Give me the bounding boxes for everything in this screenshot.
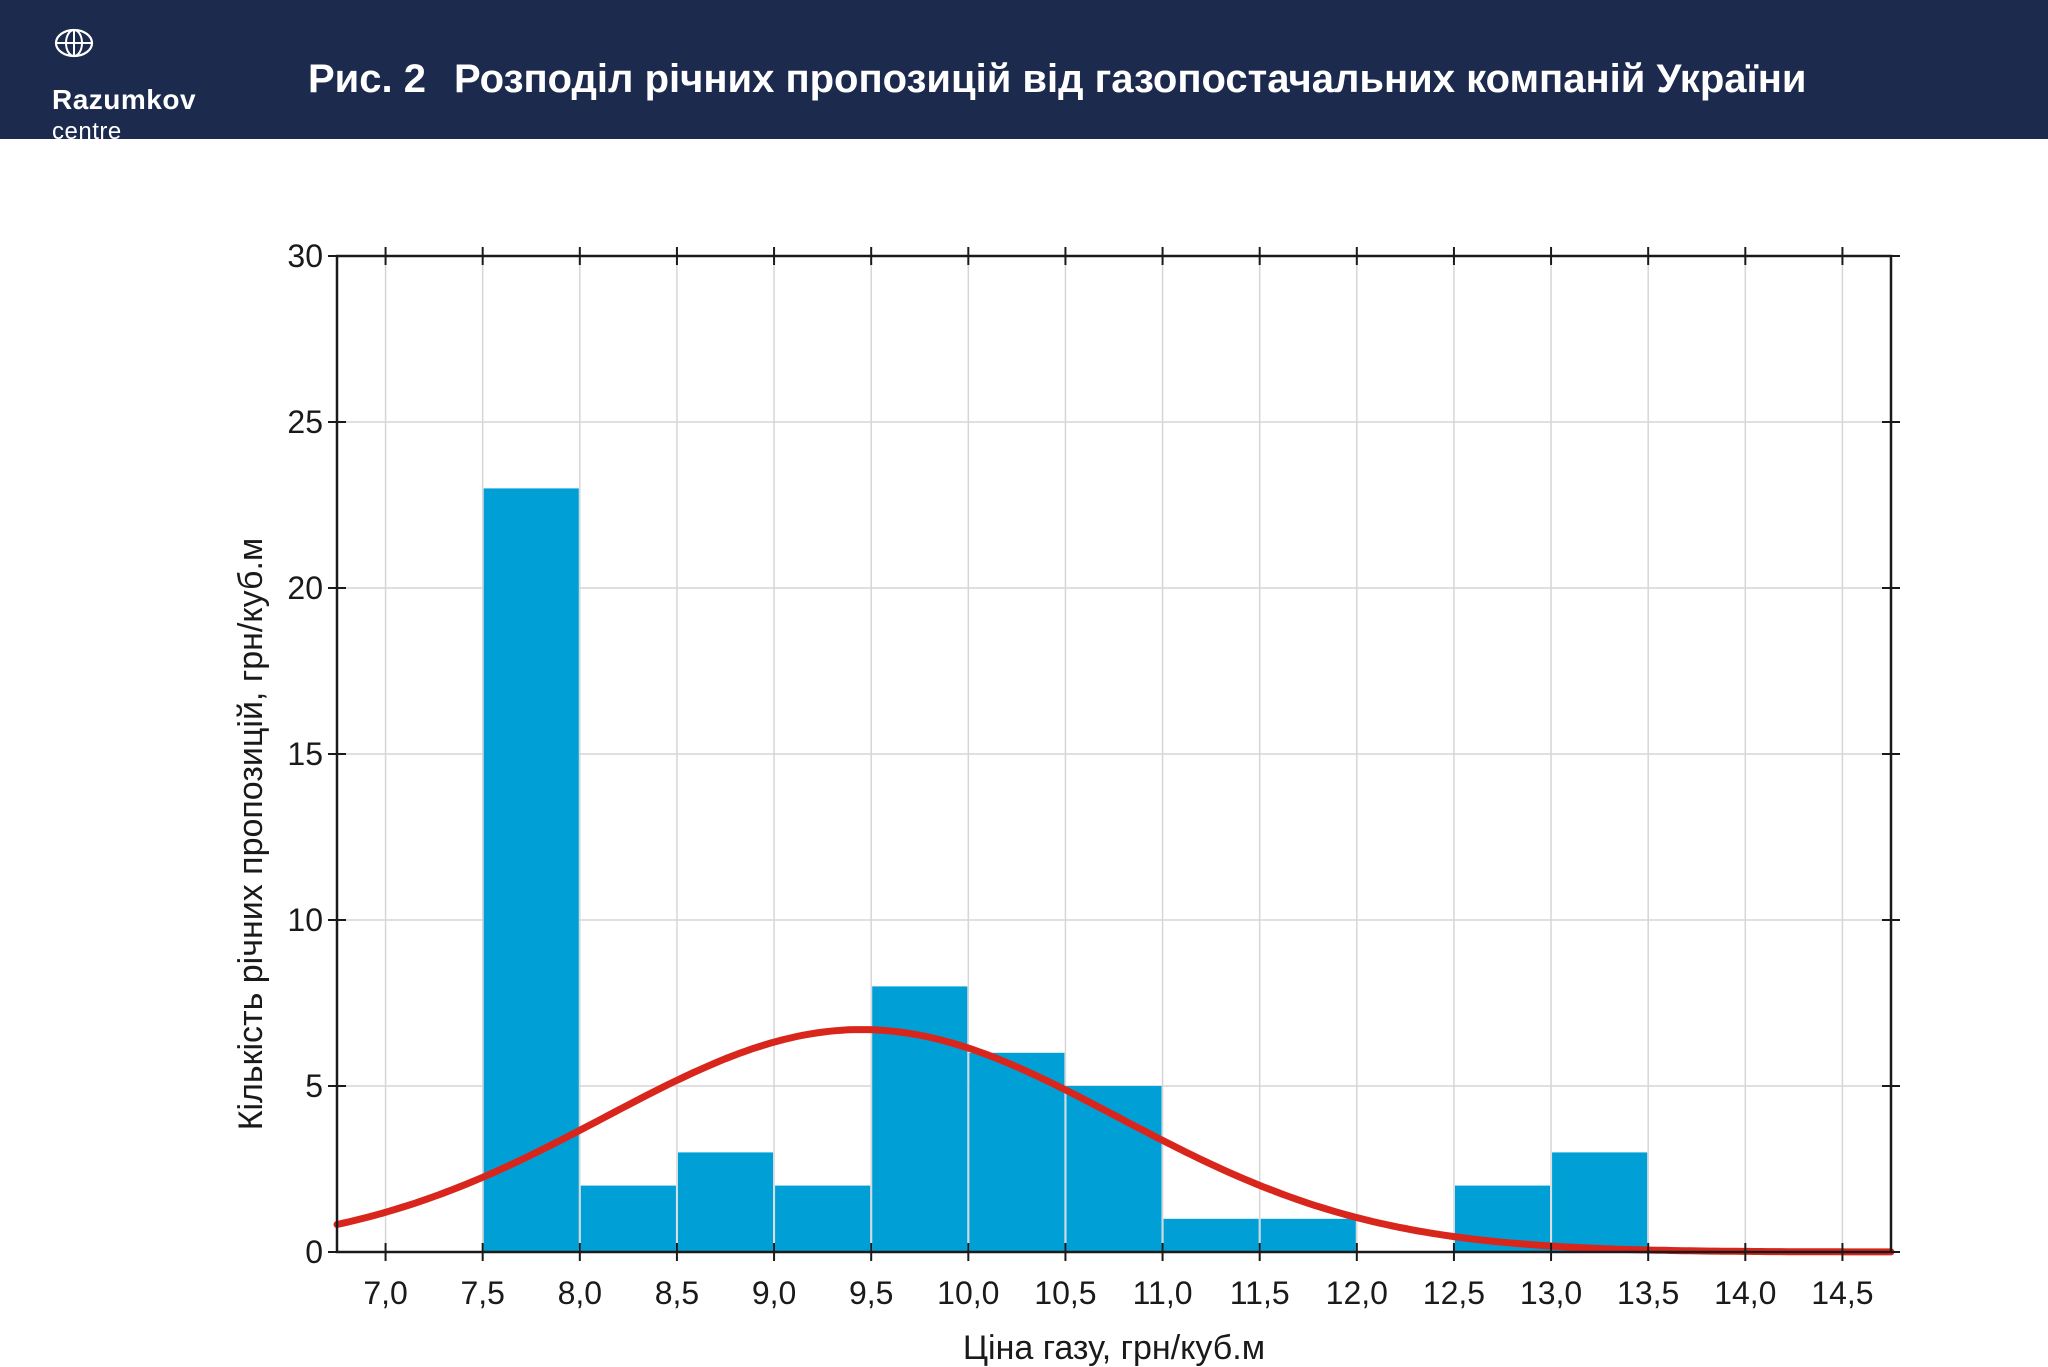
logo-name: Razumkov: [52, 84, 197, 115]
figure-title-text: Розподіл річних пропозицій від газопоста…: [454, 57, 1807, 101]
x-tick-label: 13,5: [1617, 1275, 1679, 1311]
histogram-bar: [580, 1185, 676, 1252]
x-tick-label: 9,5: [849, 1275, 893, 1311]
figure-title: Рис. 2 Розподіл річних пропозицій від газ…: [308, 57, 1807, 102]
logo-subtitle: centre: [52, 118, 122, 145]
x-tick-label: 10,5: [1034, 1275, 1096, 1311]
x-tick-label: 8,0: [558, 1275, 602, 1311]
x-tick-label: 12,0: [1326, 1275, 1388, 1311]
globe-icon: [54, 28, 94, 58]
x-tick-label: 7,0: [363, 1275, 407, 1311]
y-tick-label: 5: [305, 1068, 323, 1104]
logo[interactable]: Razumkov centre: [50, 22, 250, 145]
x-axis-title: Ціна газу, грн/куб.м: [963, 1329, 1265, 1367]
histogram-bar: [775, 1185, 871, 1252]
x-tick-label: 13,0: [1520, 1275, 1582, 1311]
y-tick-label: 10: [287, 902, 323, 938]
histogram-bar: [1552, 1152, 1648, 1252]
y-tick-label: 15: [287, 736, 323, 772]
histogram-bar: [969, 1052, 1065, 1252]
histogram-bar: [1260, 1218, 1356, 1252]
y-tick-label: 0: [305, 1234, 323, 1270]
y-tick-label: 20: [287, 570, 323, 606]
histogram-bar: [483, 488, 579, 1252]
figure-number: Рис. 2: [308, 57, 426, 101]
histogram-bar: [677, 1152, 774, 1252]
x-tick-label: 7,5: [460, 1275, 504, 1311]
histogram-bar: [872, 986, 968, 1252]
histogram-chart: 0 5 10 15 20 25 30 7,0 7,5 8,0 8,5 9,0 9,5 10,0 10,5 11…: [232, 238, 1900, 1367]
header-banner: Razumkov centre Рис. 2 Розподіл річних пр…: [0, 0, 2048, 145]
y-tick-label: 30: [287, 238, 323, 274]
histogram-bar: [1066, 1086, 1162, 1252]
x-tick-label: 14,5: [1811, 1275, 1873, 1311]
x-tick-label: 12,5: [1423, 1275, 1485, 1311]
x-tick-label: 11,0: [1133, 1275, 1193, 1311]
normal-fit-curve: [333, 1026, 1895, 1256]
x-tick-label: 11,5: [1230, 1275, 1290, 1311]
x-tick-label: 14,0: [1714, 1275, 1776, 1311]
x-tick-label: 8,5: [655, 1275, 699, 1311]
y-axis-title: Кількість річних пропозицій, грн/куб.м: [232, 538, 270, 1131]
x-tick-label: 9,0: [752, 1275, 796, 1311]
x-tick-label: 10,0: [937, 1275, 999, 1311]
y-tick-label: 25: [287, 404, 323, 440]
histogram-bar: [1163, 1218, 1259, 1252]
